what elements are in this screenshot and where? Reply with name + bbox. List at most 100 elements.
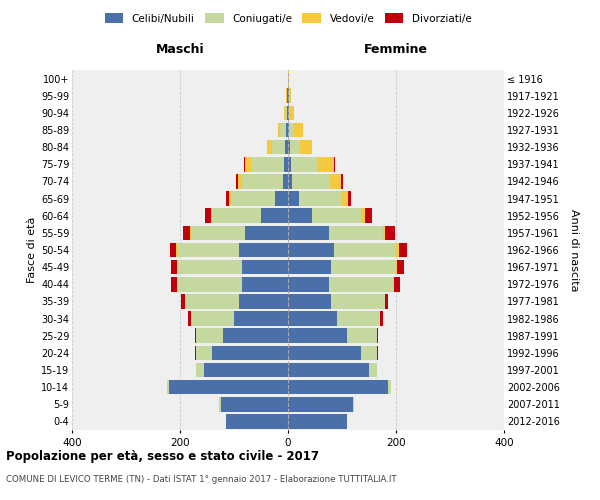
Bar <box>286 122 288 138</box>
Bar <box>244 157 245 172</box>
Bar <box>286 140 288 154</box>
Bar <box>251 157 284 172</box>
Bar <box>220 397 221 411</box>
Bar <box>288 208 313 223</box>
Bar <box>261 208 288 223</box>
Bar <box>284 106 285 120</box>
Bar <box>285 106 287 120</box>
Bar <box>288 328 347 343</box>
Bar <box>239 242 288 258</box>
Bar <box>361 208 365 223</box>
Bar <box>341 174 343 188</box>
Bar <box>369 362 377 378</box>
Bar <box>377 328 378 343</box>
Y-axis label: Fasce di età: Fasce di età <box>26 217 37 283</box>
Bar <box>288 362 369 378</box>
Bar <box>353 397 354 411</box>
Bar <box>245 157 251 172</box>
Bar <box>397 260 404 274</box>
Bar <box>226 192 229 206</box>
Bar <box>301 140 313 154</box>
Legend: Celibi/Nubili, Coniugati/e, Vedovi/e, Divorziati/e: Celibi/Nubili, Coniugati/e, Vedovi/e, Di… <box>101 10 475 26</box>
Bar <box>185 294 239 308</box>
Bar <box>295 122 302 138</box>
Bar <box>242 260 288 274</box>
Bar <box>212 208 261 223</box>
Bar <box>280 122 286 138</box>
Bar <box>288 226 329 240</box>
Bar <box>331 260 396 274</box>
Bar <box>288 380 388 394</box>
Bar <box>377 346 378 360</box>
Bar <box>288 397 353 411</box>
Bar <box>238 174 242 188</box>
Bar <box>380 312 383 326</box>
Bar <box>226 414 288 428</box>
Bar <box>194 328 196 343</box>
Bar <box>167 380 169 394</box>
Bar <box>288 122 289 138</box>
Bar <box>289 106 290 120</box>
Bar <box>288 140 290 154</box>
Bar <box>329 226 383 240</box>
Bar <box>191 226 245 240</box>
Bar <box>313 208 361 223</box>
Bar <box>181 294 185 308</box>
Bar <box>288 294 331 308</box>
Bar <box>288 72 289 86</box>
Bar <box>191 312 234 326</box>
Bar <box>196 346 212 360</box>
Bar <box>288 346 361 360</box>
Bar <box>272 140 286 154</box>
Bar <box>278 122 280 138</box>
Bar <box>292 174 330 188</box>
Bar <box>196 328 223 343</box>
Bar <box>183 226 190 240</box>
Bar <box>385 226 395 240</box>
Bar <box>388 380 391 394</box>
Bar <box>178 242 239 258</box>
Bar <box>178 277 242 291</box>
Bar <box>223 328 288 343</box>
Bar <box>178 260 242 274</box>
Bar <box>334 157 335 172</box>
Bar <box>288 242 334 258</box>
Bar <box>347 328 377 343</box>
Bar <box>288 157 290 172</box>
Bar <box>234 312 288 326</box>
Bar <box>289 88 291 103</box>
Bar <box>239 294 288 308</box>
Bar <box>398 242 407 258</box>
Bar <box>318 157 334 172</box>
Bar <box>288 414 347 428</box>
Text: Popolazione per età, sesso e stato civile - 2017: Popolazione per età, sesso e stato civil… <box>6 450 319 463</box>
Bar <box>232 192 275 206</box>
Bar <box>330 174 341 188</box>
Bar <box>299 192 342 206</box>
Bar <box>365 208 372 223</box>
Bar <box>268 140 272 154</box>
Bar <box>329 277 394 291</box>
Text: Maschi: Maschi <box>155 44 205 57</box>
Bar <box>394 277 400 291</box>
Bar <box>288 192 299 206</box>
Bar <box>245 226 288 240</box>
Bar <box>205 208 211 223</box>
Bar <box>385 294 388 308</box>
Bar <box>169 380 288 394</box>
Bar <box>284 157 288 172</box>
Bar <box>289 122 295 138</box>
Bar <box>342 192 349 206</box>
Bar <box>242 174 283 188</box>
Bar <box>204 362 288 378</box>
Bar <box>283 174 288 188</box>
Bar <box>337 312 380 326</box>
Bar <box>334 242 396 258</box>
Bar <box>190 226 191 240</box>
Bar <box>212 346 288 360</box>
Bar <box>396 260 397 274</box>
Bar <box>171 260 178 274</box>
Bar <box>287 106 288 120</box>
Bar <box>383 226 385 240</box>
Bar <box>236 174 238 188</box>
